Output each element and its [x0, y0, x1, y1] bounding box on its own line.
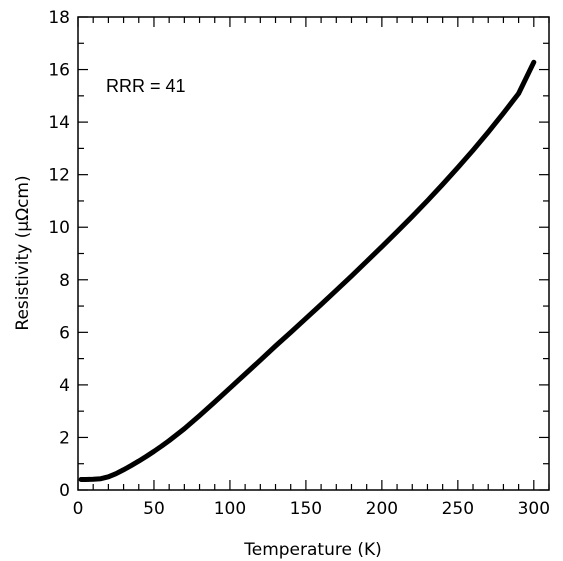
rrr-annotation: RRR = 41	[106, 76, 186, 96]
y-axis-label: Resistivity (μΩcm)	[13, 175, 33, 330]
y-tick-label: 10	[48, 218, 70, 238]
y-tick-label: 8	[59, 271, 70, 291]
y-tick-label: 2	[59, 428, 70, 448]
x-tick-label: 150	[290, 499, 322, 519]
y-tick-label: 6	[59, 323, 70, 343]
y-tick-label: 0	[59, 481, 70, 501]
y-tick-label: 16	[48, 61, 70, 81]
x-tick-label: 0	[73, 499, 84, 519]
y-tick-label: 4	[59, 376, 70, 396]
x-tick-label: 50	[143, 499, 165, 519]
x-tick-label: 300	[518, 499, 550, 519]
axis-ticks	[77, 16, 550, 491]
x-tick-label: 250	[442, 499, 474, 519]
x-axis-label: Temperature (K)	[243, 540, 382, 560]
x-tick-label: 100	[214, 499, 246, 519]
resistivity-curve	[78, 59, 537, 482]
y-tick-label: 18	[48, 8, 70, 28]
y-tick-label: 12	[48, 166, 70, 186]
x-tick-label: 200	[366, 499, 398, 519]
tick-labels: 0 50 100 150 200 250 300 0 2 4 6 8 10 12 14 16 18	[48, 8, 550, 519]
y-tick-label: 14	[48, 113, 70, 133]
